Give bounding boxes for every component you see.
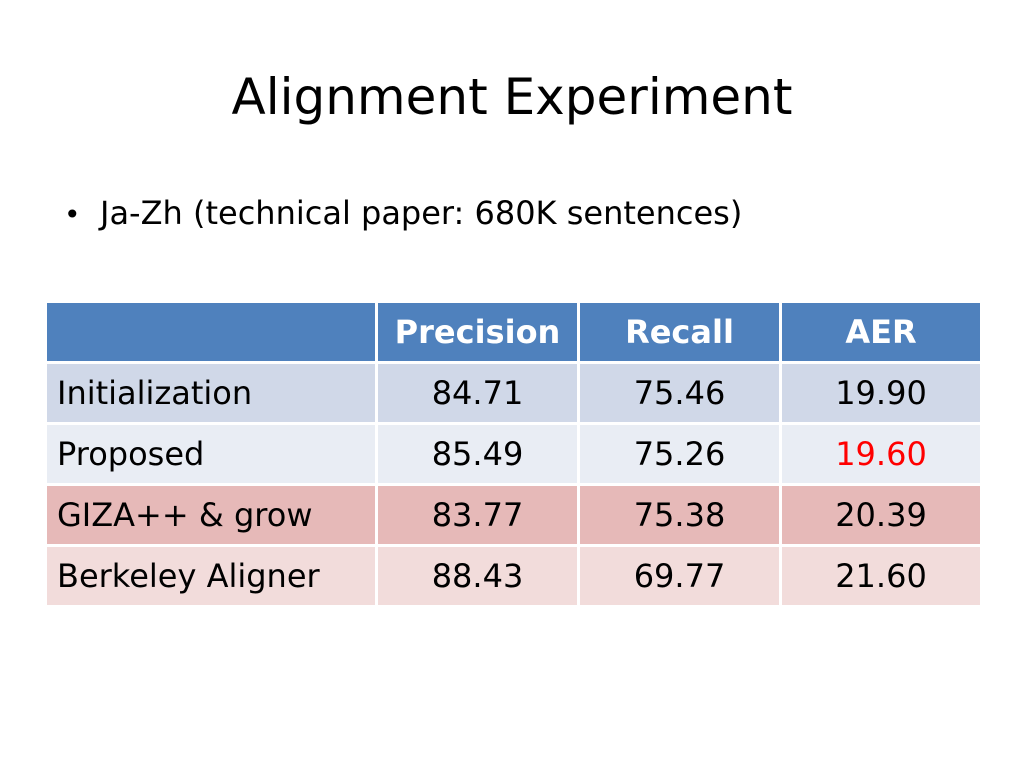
aer-cell: 20.39 xyxy=(779,483,983,547)
row-label: GIZA++ & grow xyxy=(44,483,378,547)
table-row: Proposed 85.49 75.26 19.60 xyxy=(44,422,983,486)
precision-cell: 83.77 xyxy=(375,483,580,547)
row-label: Proposed xyxy=(44,422,378,486)
recall-cell: 75.46 xyxy=(577,361,782,425)
recall-cell: 75.26 xyxy=(577,422,782,486)
table-row: Berkeley Aligner 88.43 69.77 21.60 xyxy=(44,544,983,608)
aer-cell: 21.60 xyxy=(779,544,983,608)
row-label: Initialization xyxy=(44,361,378,425)
header-cell-aer: AER xyxy=(779,300,983,364)
recall-cell: 75.38 xyxy=(577,483,782,547)
precision-cell: 85.49 xyxy=(375,422,580,486)
table-header-row: Precision Recall AER xyxy=(44,300,983,364)
bullet-icon: • xyxy=(64,198,81,231)
header-cell-precision: Precision xyxy=(375,300,580,364)
header-cell-empty xyxy=(44,300,378,364)
row-label: Berkeley Aligner xyxy=(44,544,378,608)
table-row: Initialization 84.71 75.46 19.90 xyxy=(44,361,983,425)
bullet-text: Ja-Zh (technical paper: 680K sentences) xyxy=(100,194,743,232)
bullet-item: • Ja-Zh (technical paper: 680K sentences) xyxy=(64,188,742,240)
header-cell-recall: Recall xyxy=(577,300,782,364)
recall-cell: 69.77 xyxy=(577,544,782,608)
table-row: GIZA++ & grow 83.77 75.38 20.39 xyxy=(44,483,983,547)
aer-cell-best: 19.60 xyxy=(779,422,983,486)
aer-cell: 19.90 xyxy=(779,361,983,425)
results-table: Precision Recall AER Initialization 84.7… xyxy=(44,300,983,608)
precision-cell: 88.43 xyxy=(375,544,580,608)
slide-title: Alignment Experiment xyxy=(231,68,793,126)
precision-cell: 84.71 xyxy=(375,361,580,425)
